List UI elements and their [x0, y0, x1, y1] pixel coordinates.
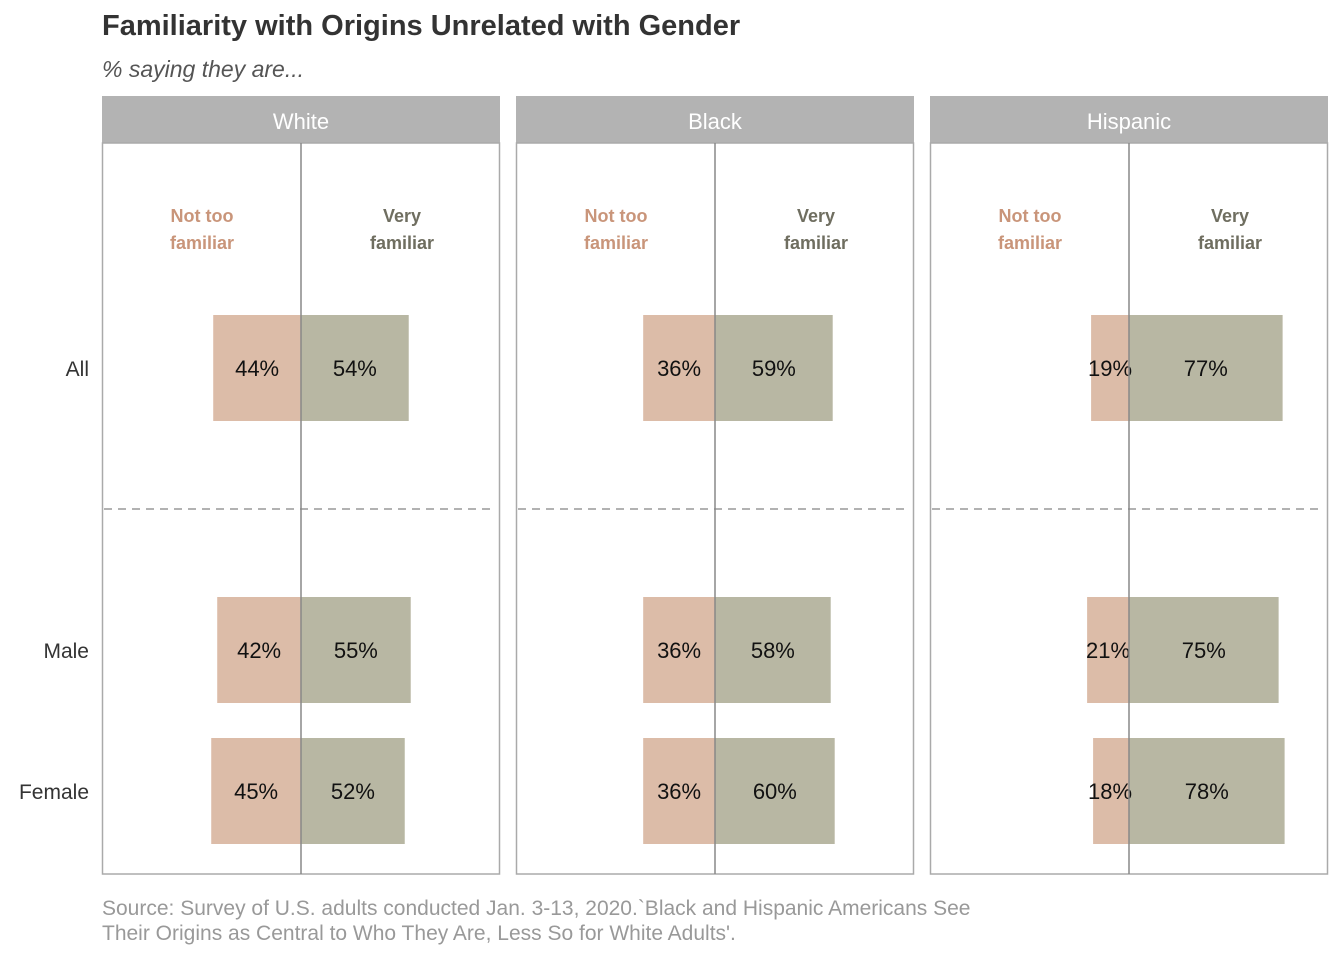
data-label-not-too-white-female: 45%: [234, 779, 278, 804]
data-label-very-hispanic-male: 75%: [1182, 638, 1226, 663]
bar-not-too-hispanic-male: [1087, 597, 1129, 703]
bar-very-white-female: [301, 738, 405, 844]
data-label-not-too-white-all: 44%: [235, 356, 279, 381]
bar-very-hispanic-male: [1129, 597, 1279, 703]
data-label-very-black-male: 58%: [751, 638, 795, 663]
data-label-very-black-all: 59%: [752, 356, 796, 381]
data-label-not-too-white-male: 42%: [237, 638, 281, 663]
panel-title-white: White: [273, 109, 329, 134]
bar-not-too-black-all: [643, 315, 715, 421]
source-line-1: Source: Survey of U.S. adults conducted …: [102, 897, 971, 920]
chart-title: Familiarity with Origins Unrelated with …: [102, 10, 741, 42]
source-note: Source: Survey of U.S. adults conducted …: [102, 896, 970, 946]
data-label-not-too-black-female: 36%: [657, 779, 701, 804]
bar-not-too-hispanic-all: [1091, 315, 1129, 421]
chart-subtitle: % saying they are...: [102, 56, 304, 82]
bar-not-too-white-male: [217, 597, 301, 703]
series-label-very-hispanic: familiar: [1198, 233, 1262, 253]
series-label-very-hispanic: Very: [1211, 206, 1249, 226]
series-label-very-black: familiar: [784, 233, 848, 253]
series-label-very-black: Very: [797, 206, 835, 226]
data-label-not-too-hispanic-male: 21%: [1086, 638, 1130, 663]
data-label-not-too-black-male: 36%: [657, 638, 701, 663]
series-label-very-white: familiar: [370, 233, 434, 253]
data-label-very-white-male: 55%: [334, 638, 378, 663]
panel-title-hispanic: Hispanic: [1087, 109, 1171, 134]
panel-header-hispanic: [930, 96, 1328, 143]
row-label-female: Female: [19, 781, 89, 804]
panel-header-white: [102, 96, 500, 143]
bar-very-hispanic-all: [1129, 315, 1283, 421]
bar-very-black-all: [715, 315, 833, 421]
bar-not-too-black-male: [643, 597, 715, 703]
data-label-not-too-hispanic-all: 19%: [1088, 356, 1132, 381]
bar-not-too-hispanic-female: [1093, 738, 1129, 844]
bar-not-too-white-all: [213, 315, 301, 421]
series-label-not-too-white: Not too: [171, 206, 234, 226]
series-label-not-too-black: familiar: [584, 233, 648, 253]
data-label-very-hispanic-all: 77%: [1184, 356, 1228, 381]
series-label-not-too-hispanic: Not too: [999, 206, 1062, 226]
data-label-very-black-female: 60%: [753, 779, 797, 804]
data-label-not-too-hispanic-female: 18%: [1088, 779, 1132, 804]
data-label-very-hispanic-female: 78%: [1185, 779, 1229, 804]
bar-very-white-all: [301, 315, 409, 421]
series-label-very-white: Very: [383, 206, 421, 226]
data-label-not-too-black-all: 36%: [657, 356, 701, 381]
bar-very-white-male: [301, 597, 411, 703]
bar-not-too-white-female: [211, 738, 301, 844]
bar-very-hispanic-female: [1129, 738, 1285, 844]
data-label-very-white-female: 52%: [331, 779, 375, 804]
bar-very-black-male: [715, 597, 831, 703]
bar-not-too-black-female: [643, 738, 715, 844]
series-label-not-too-hispanic: familiar: [998, 233, 1062, 253]
bar-very-black-female: [715, 738, 835, 844]
panel-header-black: [516, 96, 914, 143]
row-label-male: Male: [43, 640, 89, 663]
series-label-not-too-black: Not too: [585, 206, 648, 226]
series-label-not-too-white: familiar: [170, 233, 234, 253]
data-label-very-white-all: 54%: [333, 356, 377, 381]
row-label-all: All: [66, 358, 89, 381]
source-line-2: Their Origins as Central to Who They Are…: [102, 922, 736, 945]
panel-title-black: Black: [688, 109, 743, 134]
